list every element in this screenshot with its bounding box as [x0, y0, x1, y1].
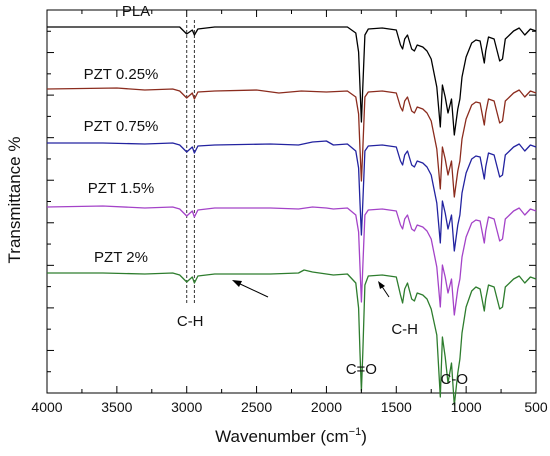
series-label: PZT 0.25% — [84, 66, 159, 83]
series-line — [47, 269, 537, 406]
peak-annotation: C-H — [177, 313, 204, 330]
series-label: PZT 2% — [94, 249, 148, 266]
annotations: C-H C=O C-H C-O — [177, 313, 468, 388]
series-labels: PLA PZT 0.25% PZT 0.75% PZT 1.5% PZT 2% — [84, 3, 159, 266]
y-axis — [47, 30, 536, 373]
series-label: PZT 0.75% — [84, 118, 159, 135]
x-tick-label: 3000 — [171, 399, 202, 415]
x-axis-title-close: ) — [361, 427, 367, 446]
peak-annotation: C-H — [391, 321, 418, 338]
x-axis-title-superscript: −1 — [349, 426, 362, 438]
x-tick-label: 1000 — [451, 399, 482, 415]
x-tick-label: 2000 — [311, 399, 342, 415]
series-label: PZT 1.5% — [88, 180, 154, 197]
x-axis-title-main: Wavenumber (cm — [215, 427, 349, 446]
arrow-ch-stretch — [232, 280, 269, 298]
series-line — [47, 140, 537, 252]
x-tick-label: 3500 — [101, 399, 132, 415]
series-group — [46, 26, 537, 406]
y-axis-title: Transmittance % — [5, 137, 24, 264]
reference-lines — [186, 20, 195, 305]
series-line — [47, 26, 537, 136]
x-tick-label: 1500 — [381, 399, 412, 415]
x-tick-label: 2500 — [241, 399, 272, 415]
series-line — [46, 205, 537, 316]
arrow-carbonyl — [378, 281, 390, 298]
x-tick-label: 500 — [524, 399, 548, 415]
x-axis: 4000 3500 3000 2500 2000 1500 1000 500 — [31, 10, 548, 415]
series-label: PLA — [122, 3, 150, 20]
peak-annotation: C-O — [441, 371, 469, 388]
x-tick-label: 4000 — [31, 399, 62, 415]
x-axis-title: Wavenumber (cm−1) — [215, 426, 367, 446]
peak-annotation: C=O — [346, 361, 377, 378]
series-line — [46, 87, 537, 198]
